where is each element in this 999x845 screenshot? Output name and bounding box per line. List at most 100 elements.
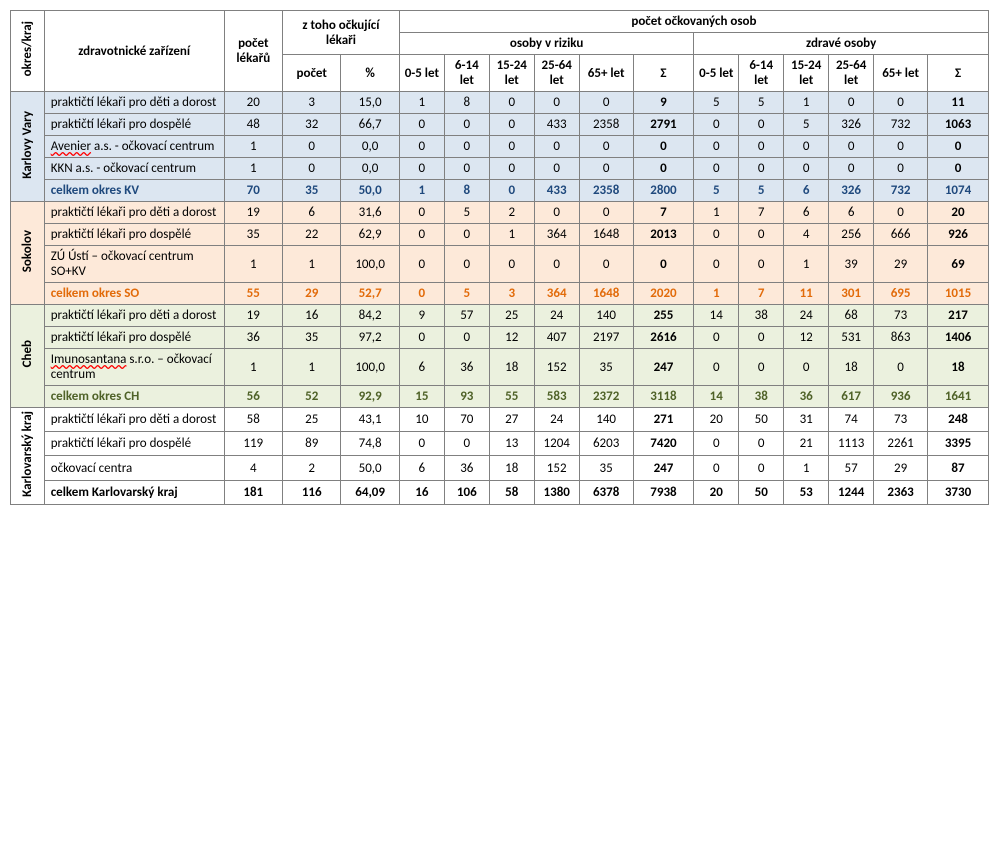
risk-age: 152: [534, 456, 579, 480]
risk-sum: 2020: [633, 283, 694, 305]
healthy-age: 0: [694, 349, 739, 386]
healthy-sum: 926: [928, 224, 989, 246]
facility-label: celkem Karlovarský kraj: [44, 480, 224, 504]
healthy-age: 39: [829, 246, 874, 283]
risk-sum: 7: [633, 202, 694, 224]
facility-label: celkem okres KV: [44, 180, 224, 202]
healthy-age: 0: [739, 136, 784, 158]
risk-age: 12: [489, 327, 534, 349]
risk-sum: 247: [633, 456, 694, 480]
doctors-count: 36: [224, 327, 282, 349]
col-healthy: zdravé osoby: [694, 33, 989, 55]
doctors-count: 48: [224, 114, 282, 136]
healthy-age: 1244: [829, 480, 874, 504]
healthy-age: 0: [874, 202, 928, 224]
healthy-age: 936: [874, 386, 928, 408]
doctors-count: 20: [224, 92, 282, 114]
risk-age: 0: [489, 92, 534, 114]
risk-age: 0: [534, 158, 579, 180]
facility-label: celkem okres SO: [44, 283, 224, 305]
risk-age: 16: [399, 480, 444, 504]
risk-age: 364: [534, 224, 579, 246]
healthy-age: 617: [829, 386, 874, 408]
vacc-doctors-pct: 31,6: [341, 202, 399, 224]
vacc-doctors-count: 52: [282, 386, 340, 408]
healthy-age: 7: [739, 202, 784, 224]
col-h-6-14: 6-14 let: [739, 55, 784, 92]
risk-age: 140: [579, 305, 633, 327]
healthy-age: 326: [829, 114, 874, 136]
region-label: Karlovarský kraj: [11, 408, 45, 505]
facility-label: očkovací centra: [44, 456, 224, 480]
col-h-0-5: 0-5 let: [694, 55, 739, 92]
risk-sum: 2800: [633, 180, 694, 202]
risk-age: 18: [489, 456, 534, 480]
risk-sum: 0: [633, 246, 694, 283]
healthy-age: 53: [784, 480, 829, 504]
healthy-age: 20: [694, 480, 739, 504]
healthy-age: 0: [694, 224, 739, 246]
vacc-doctors-count: 1: [282, 349, 340, 386]
table-header: okres/kraj zdravotnické zařízení počet l…: [11, 11, 989, 92]
vacc-doctors-count: 35: [282, 327, 340, 349]
facility-label: praktičtí lékaři pro dospělé: [44, 224, 224, 246]
vacc-doctors-count: 25: [282, 408, 340, 432]
healthy-age: 0: [874, 158, 928, 180]
healthy-age: 0: [739, 349, 784, 386]
healthy-age: 0: [784, 158, 829, 180]
risk-age: 0: [399, 327, 444, 349]
doctors-count: 35: [224, 224, 282, 246]
col-h-15-24: 15-24 let: [784, 55, 829, 92]
vacc-doctors-count: 29: [282, 283, 340, 305]
healthy-age: 0: [739, 224, 784, 246]
risk-age: 55: [489, 386, 534, 408]
healthy-age: 0: [694, 114, 739, 136]
risk-age: 2358: [579, 180, 633, 202]
healthy-age: 6: [784, 202, 829, 224]
healthy-age: 18: [829, 349, 874, 386]
risk-age: 0: [399, 246, 444, 283]
vacc-doctors-count: 16: [282, 305, 340, 327]
col-at-risk: osoby v riziku: [399, 33, 693, 55]
risk-age: 0: [444, 246, 489, 283]
risk-sum: 2616: [633, 327, 694, 349]
risk-age: 0: [399, 283, 444, 305]
risk-sum: 0: [633, 158, 694, 180]
facility-label: praktičtí lékaři pro dospělé: [44, 327, 224, 349]
vacc-doctors-pct: 15,0: [341, 92, 399, 114]
healthy-age: 732: [874, 180, 928, 202]
doctors-count: 55: [224, 283, 282, 305]
col-r-0-5: 0-5 let: [399, 55, 444, 92]
healthy-age: 5: [739, 92, 784, 114]
risk-age: 2358: [579, 114, 633, 136]
healthy-age: 73: [874, 305, 928, 327]
table-row: praktičtí lékaři pro dospělé483266,70004…: [11, 114, 989, 136]
healthy-sum: 0: [928, 136, 989, 158]
healthy-age: 863: [874, 327, 928, 349]
healthy-age: 1: [784, 456, 829, 480]
healthy-age: 0: [694, 246, 739, 283]
risk-sum: 255: [633, 305, 694, 327]
risk-sum: 7420: [633, 432, 694, 456]
healthy-age: 50: [739, 408, 784, 432]
vaccination-table: okres/kraj zdravotnické zařízení počet l…: [10, 10, 989, 505]
risk-age: 5: [444, 283, 489, 305]
region-label: Karlovy Vary: [11, 92, 45, 202]
region-total-row: celkem okres SO552952,705336416482020171…: [11, 283, 989, 305]
vacc-doctors-count: 35: [282, 180, 340, 202]
healthy-sum: 18: [928, 349, 989, 386]
risk-age: 0: [444, 158, 489, 180]
healthy-age: 0: [829, 136, 874, 158]
risk-age: 1: [399, 92, 444, 114]
healthy-age: 0: [694, 158, 739, 180]
risk-age: 433: [534, 114, 579, 136]
doctors-count: 19: [224, 305, 282, 327]
facility-label: praktičtí lékaři pro děti a dorost: [44, 408, 224, 432]
doctors-count: 1: [224, 349, 282, 386]
table-row: Chebpraktičtí lékaři pro děti a dorost19…: [11, 305, 989, 327]
facility-label: praktičtí lékaři pro děti a dorost: [44, 305, 224, 327]
risk-age: 36: [444, 456, 489, 480]
risk-age: 1: [489, 224, 534, 246]
risk-age: 0: [534, 246, 579, 283]
vacc-doctors-count: 32: [282, 114, 340, 136]
